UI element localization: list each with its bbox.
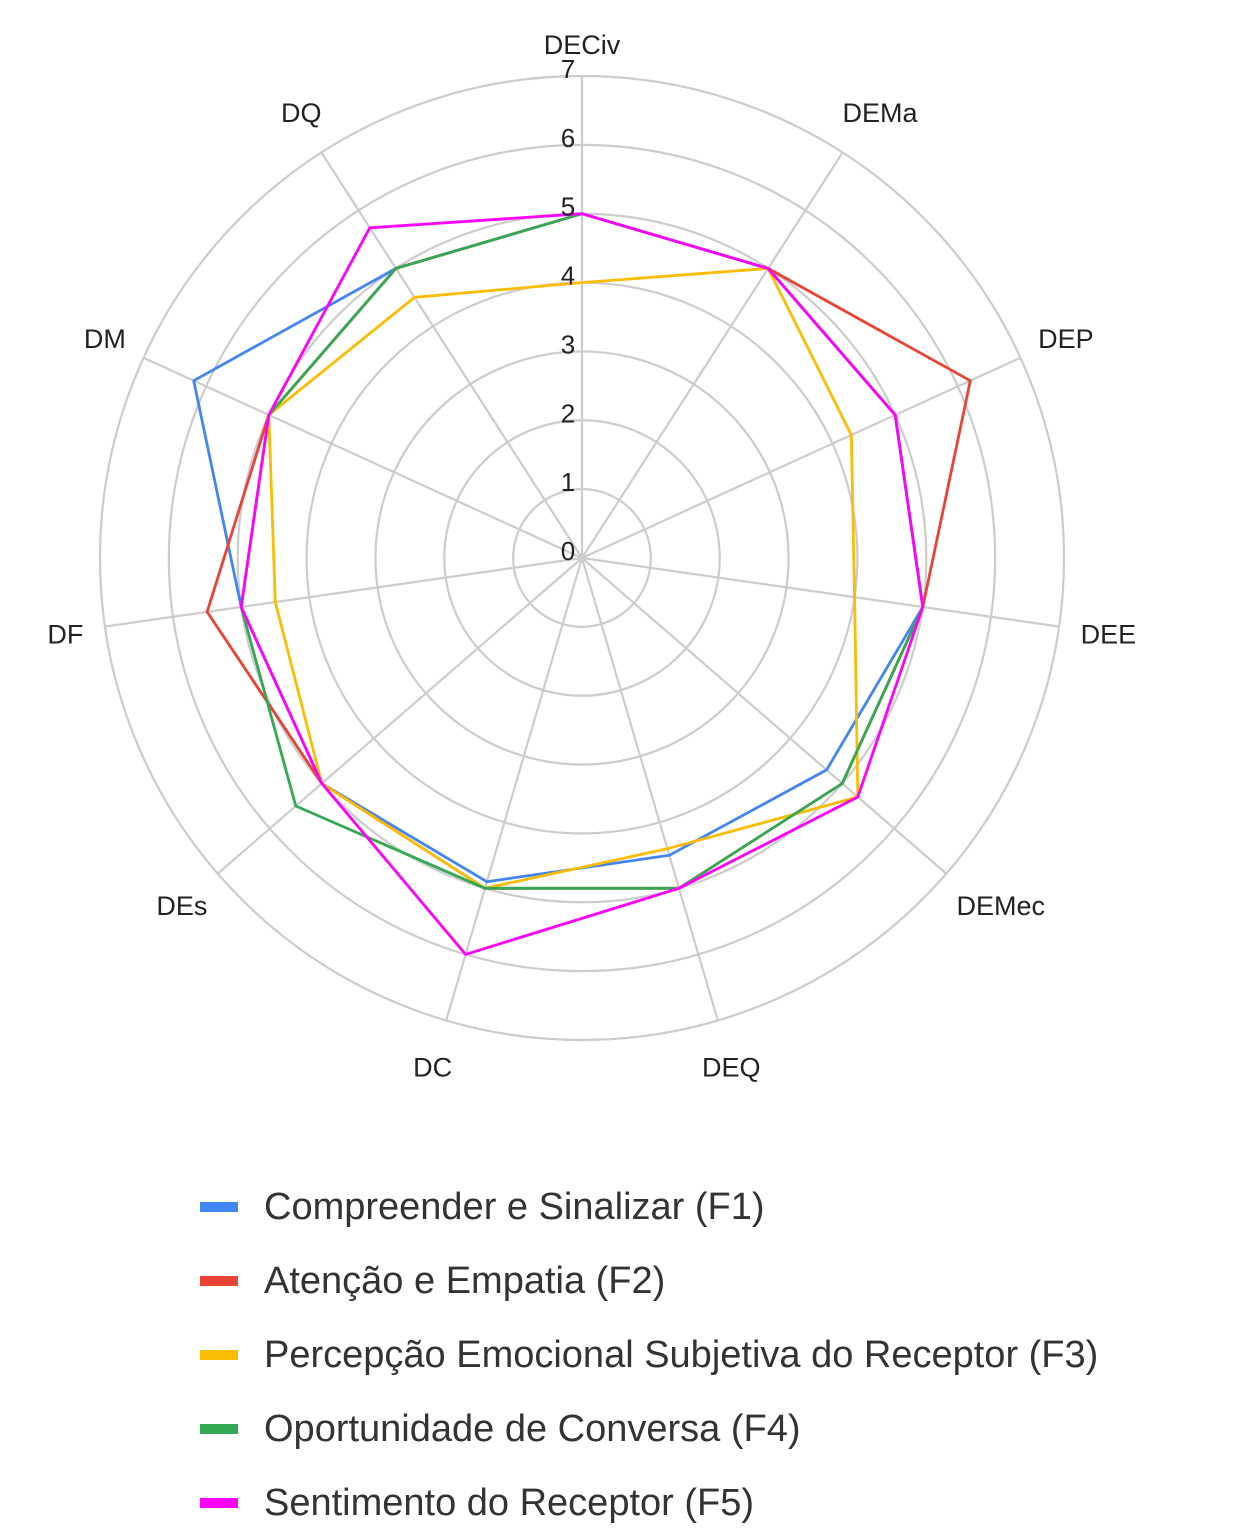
legend-label: Atenção e Empatia (F2) (264, 1259, 666, 1302)
legend-swatch (200, 1424, 238, 1434)
legend-item-f1: Compreender e Sinalizar (F1) (200, 1170, 1098, 1244)
legend-item-f3: Percepção Emocional Subjetiva do Recepto… (200, 1318, 1098, 1392)
spoke-DC (445, 557, 584, 1021)
axis-label-DQ: DQ (281, 98, 322, 128)
axis-label-DEQ: DEQ (702, 1053, 761, 1083)
legend-swatch (200, 1202, 238, 1212)
legend-swatch (200, 1350, 238, 1360)
legend-item-f4: Oportunidade de Conversa (F4) (200, 1392, 1098, 1466)
axis-label-DF: DF (47, 619, 83, 649)
spoke-DQ (320, 151, 583, 559)
axis-label-DEs: DEs (156, 891, 207, 921)
tick-label: 6 (561, 123, 575, 153)
axis-label-DC: DC (413, 1053, 452, 1083)
axis-label-DECiv: DECiv (544, 30, 621, 60)
radar-series (192, 212, 972, 956)
series-line-f3 (267, 266, 860, 890)
legend-label: Compreender e Sinalizar (F1) (264, 1185, 765, 1228)
spoke-DEE (581, 556, 1060, 628)
spoke-DEMa (581, 151, 844, 559)
tick-label: 1 (561, 467, 575, 497)
legend-item-f5: Sentimento do Receptor (F5) (200, 1466, 1098, 1540)
tick-label: 5 (561, 192, 575, 222)
radar-grid (98, 74, 1066, 1042)
legend-swatch (200, 1498, 238, 1508)
legend-label: Oportunidade de Conversa (F4) (264, 1407, 801, 1450)
spoke-DEP (581, 356, 1021, 560)
spoke-DM (143, 356, 583, 560)
legend: Compreender e Sinalizar (F1) Atenção e Em… (200, 1170, 1098, 1540)
spoke-DEMec (581, 557, 947, 875)
spoke-DEs (217, 557, 583, 875)
tick-label: 2 (561, 398, 575, 428)
legend-label: Sentimento do Receptor (F5) (264, 1481, 755, 1524)
spoke-DF (104, 556, 583, 628)
spoke-DEQ (580, 557, 719, 1021)
axis-label-DEMa: DEMa (843, 98, 919, 128)
tick-label: 7 (561, 54, 575, 84)
axis-label-DM: DM (84, 324, 126, 354)
tick-label: 3 (561, 329, 575, 359)
tick-label: 0 (561, 536, 575, 566)
axis-label-DEE: DEE (1081, 619, 1137, 649)
tick-label: 4 (561, 261, 575, 291)
series-line-f5 (239, 212, 925, 956)
legend-item-f2: Atenção e Empatia (F2) (200, 1244, 1098, 1318)
axis-label-DEMec: DEMec (957, 891, 1046, 921)
legend-label: Percepção Emocional Subjetiva do Recepto… (264, 1333, 1099, 1376)
axis-label-DEP: DEP (1038, 324, 1094, 354)
legend-swatch (200, 1276, 238, 1286)
